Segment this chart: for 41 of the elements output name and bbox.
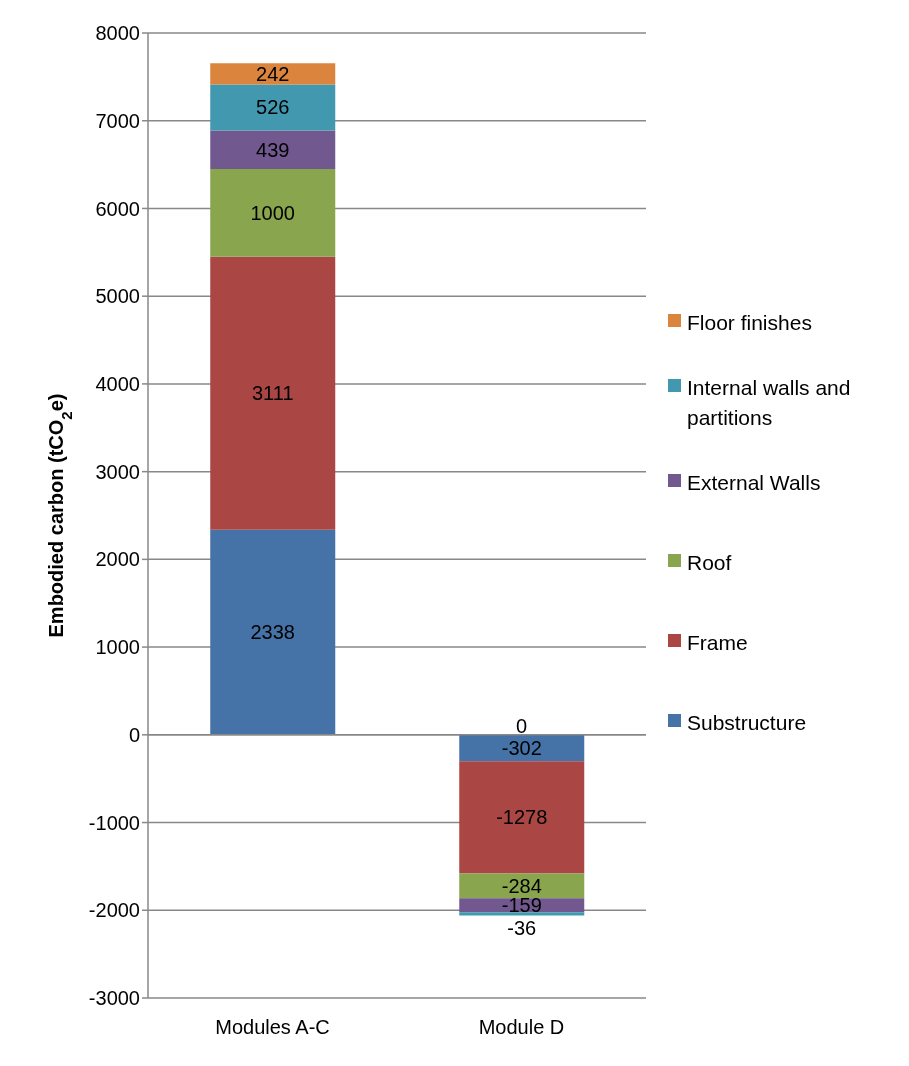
bar [210, 256, 336, 530]
legend-label: Roof [687, 550, 732, 576]
bar [210, 84, 336, 131]
legend-label: External Walls [687, 470, 821, 496]
x-tick-label: Modules A-C [215, 1016, 330, 1039]
bar [459, 761, 585, 874]
data-label: -36 [507, 917, 537, 940]
y-tick-label: 5000 [95, 285, 140, 308]
data-label: -302 [501, 737, 542, 760]
y-tick-label: -3000 [88, 987, 140, 1010]
bar [210, 169, 336, 257]
bar [210, 63, 336, 85]
y-tick-label: 2000 [95, 548, 140, 571]
data-label: -284 [501, 874, 542, 897]
legend-label: Floor finishes [687, 310, 812, 336]
y-tick-label: 4000 [95, 373, 140, 396]
legend-label: Frame [687, 630, 748, 656]
bar [459, 912, 585, 916]
y-tick-label: -1000 [88, 811, 140, 834]
y-tick-label: 8000 [95, 22, 140, 45]
data-label: 242 [256, 62, 290, 85]
y-tick-label: 1000 [95, 636, 140, 659]
data-label: 1000 [250, 201, 295, 224]
legend-label: Internal walls and partitions [687, 375, 852, 431]
data-label: -1278 [496, 806, 548, 829]
y-tick-label: 3000 [95, 460, 140, 483]
data-label: 3111 [251, 382, 294, 405]
data-label: 526 [256, 96, 290, 119]
y-tick-label: 6000 [95, 197, 140, 220]
y-tick-label: -2000 [88, 899, 140, 922]
data-label: 0 [515, 714, 528, 737]
y-tick-label: 0 [128, 723, 140, 746]
x-tick-label: Module D [478, 1016, 565, 1039]
legend-label: Substructure [687, 710, 807, 736]
data-label: -159 [501, 894, 542, 917]
bar [459, 873, 585, 899]
bar [210, 130, 336, 170]
y-tick-label: 7000 [95, 109, 140, 132]
data-label: 439 [256, 138, 290, 161]
data-label: 2338 [250, 621, 295, 644]
bar [210, 529, 336, 735]
